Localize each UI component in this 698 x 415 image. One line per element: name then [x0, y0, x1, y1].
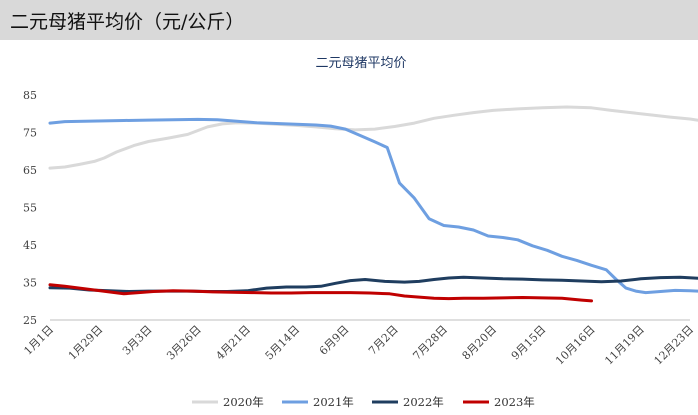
x-tick-label: 12月23日	[652, 323, 697, 368]
legend-label: 2021年	[313, 395, 354, 409]
y-tick-label: 55	[23, 202, 37, 215]
x-tick-label: 9月15日	[509, 323, 549, 363]
x-tick-label: 7月28日	[410, 323, 450, 363]
x-tick-label: 3月26日	[164, 323, 204, 363]
x-tick-label: 11月19日	[602, 323, 647, 368]
x-tick-label: 3月3日	[120, 323, 155, 358]
x-tick-label: 6月9日	[317, 323, 352, 358]
line-chart: 二元母猪平均价 25 35 45 55 65 75 85 1月1日 1月29日 3月3日 3月26日…	[21, 56, 698, 409]
legend-label: 2022年	[403, 395, 444, 409]
x-tick-label: 1月29日	[66, 323, 106, 363]
x-tick-label: 4月21日	[213, 323, 253, 363]
x-tick-label: 8月20日	[460, 323, 500, 363]
series-line-2023年	[48, 283, 593, 303]
chart-title: 二元母猪平均价	[315, 56, 406, 71]
y-tick-label: 75	[23, 127, 37, 140]
x-tick-label: 10月16日	[553, 323, 598, 368]
legend-label: 2023年	[494, 395, 535, 409]
y-tick-label: 35	[23, 277, 37, 290]
legend-label: 2020年	[223, 395, 264, 409]
series-lines	[48, 105, 698, 303]
y-tick-label: 45	[23, 239, 37, 252]
series-line-2020年	[48, 105, 698, 170]
x-tick-label: 7月2日	[366, 323, 401, 358]
series-line-2022年	[48, 275, 698, 293]
y-tick-label: 25	[23, 314, 37, 327]
x-tick-label: 1月1日	[21, 323, 56, 358]
series-line-2021年	[48, 117, 698, 295]
chart-header-bar: 二元母猪平均价（元/公斤）	[0, 0, 698, 40]
header-title: 二元母猪平均价（元/公斤）	[10, 11, 245, 33]
y-tick-label: 65	[23, 164, 37, 177]
x-tick-label: 5月14日	[263, 323, 303, 363]
legend: 2020年 2021年 2022年 2023年	[192, 395, 535, 409]
y-tick-label: 85	[23, 89, 37, 102]
